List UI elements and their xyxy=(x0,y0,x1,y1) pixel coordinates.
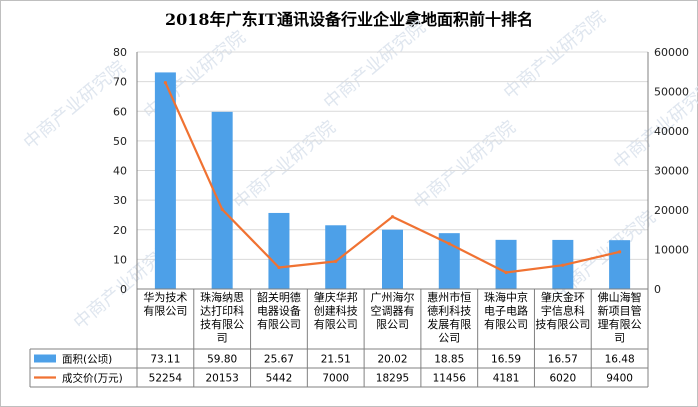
bar xyxy=(325,225,347,289)
legend-label-price: 成交价(万元) xyxy=(62,372,123,385)
line-point xyxy=(390,215,395,219)
data-label-price: 6020 xyxy=(549,373,576,385)
data-label-price: 7000 xyxy=(322,373,349,385)
line-point xyxy=(561,263,565,267)
category-label: 司 xyxy=(217,332,228,345)
category-label: 佛山海智 xyxy=(598,290,642,304)
data-label-price: 52254 xyxy=(149,373,183,385)
line-point xyxy=(277,265,281,270)
data-label-area: 21.51 xyxy=(321,354,351,366)
legend-label-area: 面积(公顷) xyxy=(62,354,112,366)
data-label-price: 4181 xyxy=(493,373,520,385)
watermark-text: 中商产业研究院 xyxy=(500,7,610,104)
line-point xyxy=(163,80,167,85)
bar xyxy=(382,229,403,289)
watermark-text: 中商产业研究院 xyxy=(410,117,520,214)
bar xyxy=(154,72,176,290)
category-label: 达打印科 xyxy=(200,304,244,318)
line-point xyxy=(504,270,508,275)
data-label-price: 11456 xyxy=(433,373,467,385)
y-left-tick-label: 70 xyxy=(113,76,127,89)
y-right-tick-label: 60000 xyxy=(654,46,689,59)
y-left-tick-label: 50 xyxy=(113,135,127,148)
y-left-tick-label: 60 xyxy=(113,105,127,118)
category-label: 德利科技 xyxy=(427,304,471,318)
y-right-tick-label: 20000 xyxy=(654,204,689,217)
category-label: 空调器有 xyxy=(371,304,415,318)
category-label: 有限公司 xyxy=(143,304,187,318)
category-label: 电器设备 xyxy=(257,304,301,318)
line-point xyxy=(618,250,622,254)
data-label-area: 16.59 xyxy=(491,354,521,366)
y-right-tick-label: 30000 xyxy=(654,165,689,178)
y-right-tick-label: 10000 xyxy=(654,244,689,257)
y-left-tick-label: 40 xyxy=(113,165,127,178)
data-label-area: 16.48 xyxy=(605,354,635,366)
category-label: 技有限公司 xyxy=(535,317,590,331)
category-label: 技有限公 xyxy=(200,317,244,331)
category-label: 创建科技 xyxy=(314,304,358,318)
data-label-price: 20153 xyxy=(205,373,238,385)
data-label-area: 73.11 xyxy=(150,354,180,366)
line-point xyxy=(447,242,451,246)
data-label-area: 18.85 xyxy=(434,354,464,366)
data-label-area: 16.57 xyxy=(548,354,578,366)
category-label: 发展有限 xyxy=(427,317,471,331)
category-label: 肇庆金环 xyxy=(541,290,585,304)
category-label: 电子电路 xyxy=(484,305,528,318)
category-label: 肇庆华邦 xyxy=(314,290,358,304)
category-label: 珠海中京 xyxy=(484,290,528,304)
category-label: 广州海尔 xyxy=(371,290,415,304)
watermark-text: 中商产业研究院 xyxy=(320,17,430,114)
category-label: 司 xyxy=(614,332,625,345)
line-point xyxy=(334,259,338,263)
data-label-price: 18295 xyxy=(376,373,409,385)
bar xyxy=(438,233,460,289)
bar xyxy=(609,240,631,289)
category-label: 珠海纳思 xyxy=(200,290,244,304)
category-label: 韶关明德 xyxy=(257,290,301,304)
category-label: 华为技术 xyxy=(143,290,187,304)
data-label-area: 25.67 xyxy=(264,354,294,366)
y-right-tick-label: 40000 xyxy=(654,125,689,138)
category-label: 宇信息科 xyxy=(541,304,585,318)
bar xyxy=(268,212,290,289)
legend-key-bar xyxy=(34,354,56,363)
data-label-price: 5442 xyxy=(266,373,293,385)
category-label: 有限公司 xyxy=(484,317,528,331)
category-label: 理有限公 xyxy=(598,317,642,331)
y-left-tick-label: 10 xyxy=(113,253,127,266)
y-left-tick-label: 30 xyxy=(113,194,127,207)
line-point xyxy=(220,207,224,211)
category-label: 限公司 xyxy=(376,318,409,331)
category-label: 惠州市恒 xyxy=(427,290,471,304)
data-label-price: 9400 xyxy=(606,373,633,385)
y-left-tick-label: 80 xyxy=(113,46,127,59)
y-left-tick-label: 20 xyxy=(113,224,127,237)
y-right-tick-label: 0 xyxy=(654,283,661,296)
y-left-tick-label: 0 xyxy=(120,283,127,296)
chart-title: 2018年广东IT通讯设备行业企业拿地面积前十排名 xyxy=(165,10,533,29)
category-label: 公司 xyxy=(438,332,460,345)
watermark-text: 中商产业研究院 xyxy=(230,117,340,214)
category-label: 新项目管 xyxy=(598,304,642,318)
data-label-area: 20.02 xyxy=(377,354,407,366)
bar xyxy=(211,111,233,289)
bar xyxy=(495,239,517,289)
category-label: 有限公司 xyxy=(257,317,301,331)
y-right-tick-label: 50000 xyxy=(654,86,689,99)
category-label: 有限公司 xyxy=(314,317,358,331)
data-label-area: 59.80 xyxy=(207,354,237,366)
